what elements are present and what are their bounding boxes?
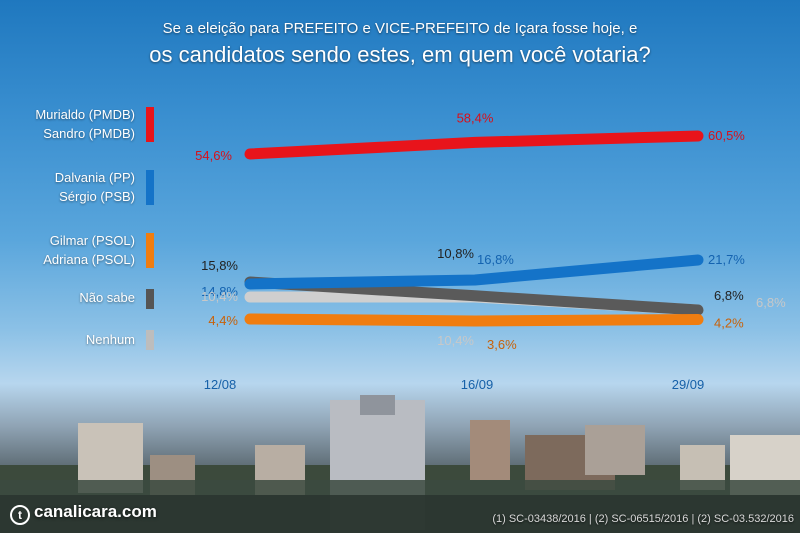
sources-note: (1) SC-03438/2016 | (2) SC-06515/2016 | … [492, 513, 794, 525]
data-label: 60,5% [708, 128, 745, 143]
data-label: 4,2% [714, 316, 744, 331]
data-label: 21,7% [708, 252, 745, 267]
legend-label: Nenhum [85, 332, 135, 347]
legend-label: Não sabe [79, 290, 135, 305]
legend-swatch [146, 170, 154, 205]
data-label: 3,6% [487, 337, 517, 352]
x-tick-label: 16/09 [461, 377, 494, 392]
series-line [244, 254, 704, 290]
logo-icon: t [10, 505, 30, 525]
chart-title-line1: Se a eleição para PREFEITO e VICE-PREFEI… [162, 20, 638, 37]
data-label: 6,8% [714, 288, 744, 303]
data-label: 4,4% [208, 313, 238, 328]
data-label: 54,6% [195, 148, 232, 163]
legend-label: Sandro (PMDB) [43, 126, 135, 141]
legend-label: Adriana (PSOL) [43, 252, 135, 267]
legend-label: Sérgio (PSB) [59, 189, 135, 204]
legend-label: Dalvania (PP) [54, 170, 135, 185]
brand-logo[interactable]: t canalicara.com [10, 502, 157, 525]
series-line [244, 130, 704, 160]
legend-swatch [146, 233, 154, 268]
series-line [244, 313, 704, 327]
x-tick-label: 12/08 [204, 377, 237, 392]
legend-label: Murialdo (PMDB) [35, 107, 135, 122]
data-label: 15,8% [201, 258, 238, 273]
legend-swatch [146, 330, 154, 350]
data-label: 6,8% [756, 295, 786, 310]
data-label: 10,4% [437, 333, 474, 348]
city-skyline-image [0, 395, 800, 533]
legend-swatch [146, 107, 154, 142]
legend-label: Gilmar (PSOL) [49, 233, 135, 248]
x-tick-label: 29/09 [672, 377, 705, 392]
data-label: 10,8% [437, 246, 474, 261]
brand-name: canalicara.com [34, 502, 157, 521]
data-label: 14,8% [201, 284, 238, 299]
data-label: 10,4% [201, 289, 238, 304]
data-label: 16,8% [477, 252, 514, 267]
legend-swatch [146, 289, 154, 309]
chart-title-line2: os candidatos sendo estes, em quem você … [149, 42, 651, 67]
data-label: 58,4% [457, 110, 494, 125]
